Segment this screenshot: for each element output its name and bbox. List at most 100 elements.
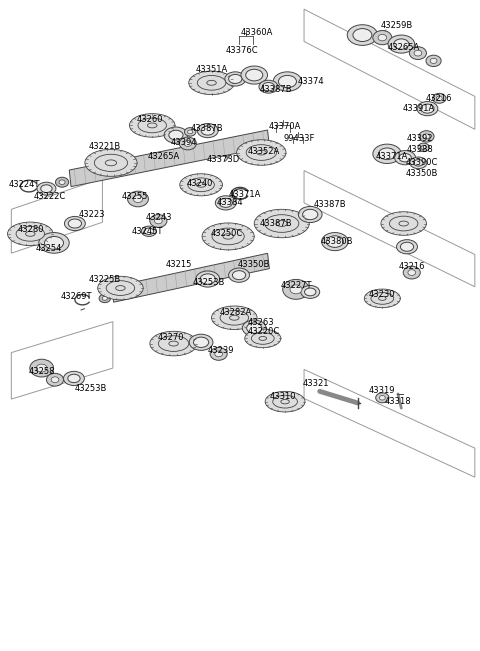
Ellipse shape [399,154,411,162]
Ellipse shape [196,182,206,187]
Ellipse shape [210,348,227,360]
Ellipse shape [220,311,249,325]
Ellipse shape [189,71,234,94]
Text: 43371A: 43371A [228,190,261,199]
Ellipse shape [106,281,135,296]
Polygon shape [112,253,269,302]
Ellipse shape [265,391,305,412]
Text: 43253B: 43253B [193,278,225,286]
Ellipse shape [228,268,250,283]
Text: 43240: 43240 [187,179,213,188]
Ellipse shape [259,80,278,93]
Text: 43270: 43270 [158,333,184,342]
Text: 43387B: 43387B [259,85,292,94]
Ellipse shape [63,371,84,385]
Ellipse shape [408,270,416,275]
Ellipse shape [219,199,232,208]
Ellipse shape [421,104,434,113]
Text: 43350B: 43350B [406,169,438,178]
Ellipse shape [273,72,301,91]
Ellipse shape [97,276,143,300]
Ellipse shape [25,231,35,236]
Text: 43230: 43230 [369,290,396,299]
Ellipse shape [373,144,401,163]
Text: 43250C: 43250C [211,229,243,238]
Ellipse shape [421,145,426,149]
Ellipse shape [376,393,389,403]
Ellipse shape [164,127,188,143]
Ellipse shape [378,35,386,41]
Text: 43222C: 43222C [33,192,65,201]
Text: 43225B: 43225B [89,275,121,284]
Ellipse shape [200,274,216,284]
Text: 43387B: 43387B [259,219,292,228]
Ellipse shape [116,286,125,290]
Ellipse shape [180,174,222,196]
Ellipse shape [179,137,196,150]
Ellipse shape [184,128,196,136]
Ellipse shape [273,395,298,408]
Ellipse shape [47,373,63,386]
Ellipse shape [133,195,143,202]
Text: 43265A: 43265A [148,152,180,161]
Ellipse shape [212,306,257,329]
Ellipse shape [202,223,254,250]
Text: 43387B: 43387B [191,124,223,133]
Ellipse shape [417,102,438,116]
Ellipse shape [141,226,156,236]
Text: 43245T: 43245T [132,227,163,236]
Ellipse shape [418,143,429,152]
Ellipse shape [399,221,408,226]
Text: 43239: 43239 [208,346,234,355]
Ellipse shape [396,240,418,254]
Text: 43373D: 43373D [207,155,240,164]
Text: 43380B: 43380B [321,237,353,246]
Ellipse shape [302,210,318,219]
Ellipse shape [278,76,297,88]
Text: 99433F: 99433F [284,134,315,143]
Text: 43350B: 43350B [238,260,270,270]
Text: 43384: 43384 [216,199,243,208]
Text: 43371A: 43371A [376,152,408,161]
Ellipse shape [301,286,320,298]
Ellipse shape [432,93,446,104]
Ellipse shape [102,296,108,300]
Polygon shape [69,130,269,187]
Ellipse shape [225,72,246,86]
Text: 43227T: 43227T [280,281,312,290]
Ellipse shape [281,400,289,404]
Ellipse shape [237,140,286,165]
Ellipse shape [373,31,392,45]
Ellipse shape [207,80,216,85]
Text: 43282A: 43282A [219,308,252,317]
Text: 43223: 43223 [79,210,105,219]
Text: 43216: 43216 [398,262,425,271]
Text: 43318: 43318 [384,397,411,406]
Ellipse shape [56,177,69,187]
Ellipse shape [216,196,236,210]
Text: 43258: 43258 [28,367,55,376]
Text: 43321: 43321 [303,379,329,388]
Ellipse shape [59,180,65,184]
Text: 43280: 43280 [18,225,45,234]
Ellipse shape [215,351,223,357]
Ellipse shape [400,242,414,251]
Text: 43215: 43215 [165,260,192,270]
Ellipse shape [51,377,59,383]
Ellipse shape [37,182,56,195]
Ellipse shape [290,285,302,294]
Ellipse shape [193,337,209,348]
Ellipse shape [223,234,233,239]
Ellipse shape [242,320,266,336]
Text: 43216: 43216 [426,94,453,103]
Ellipse shape [184,141,192,146]
Ellipse shape [347,25,378,46]
Ellipse shape [229,315,239,320]
Ellipse shape [169,130,183,140]
Ellipse shape [158,336,189,352]
Ellipse shape [201,126,215,135]
Text: 43221B: 43221B [89,141,121,150]
Ellipse shape [155,218,162,224]
Ellipse shape [394,39,409,49]
Ellipse shape [410,157,427,169]
